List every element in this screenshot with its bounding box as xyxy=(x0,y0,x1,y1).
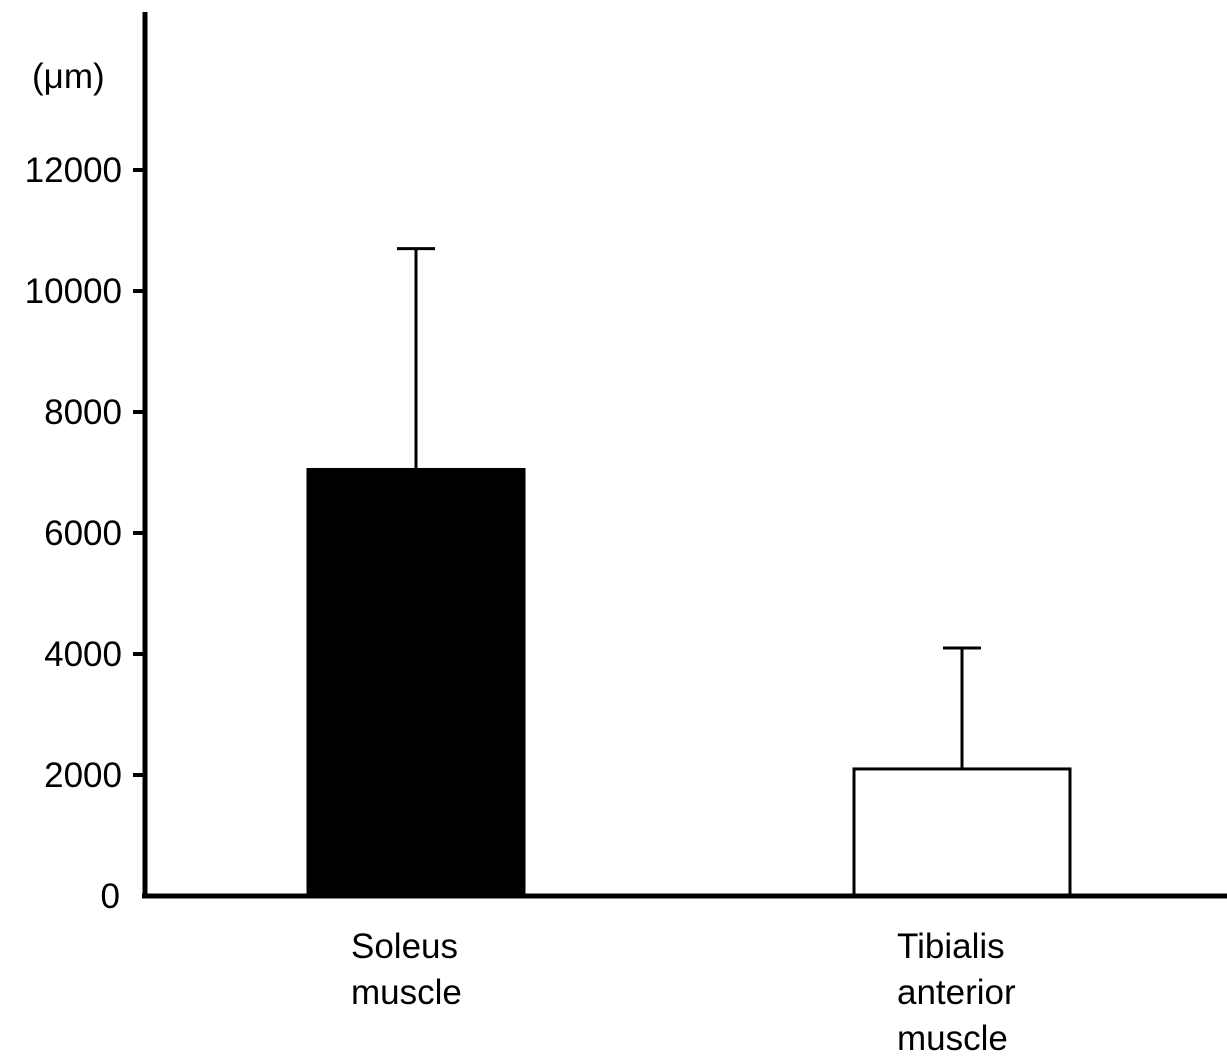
x-category-label: muscle xyxy=(897,1019,1008,1058)
y-tick-label: 10000 xyxy=(25,272,122,311)
bar-2 xyxy=(852,767,1072,898)
y-tick-label: 4000 xyxy=(44,635,122,674)
y-tick-label: 12000 xyxy=(25,151,122,190)
y-axis-ticks: 0 2000 4000 6000 8000 10000 12000 xyxy=(25,151,145,916)
x-axis-categories: Soleus muscle Tibialis anterior muscle xyxy=(351,927,1016,1058)
y-tick-label: 8000 xyxy=(44,393,122,432)
bars xyxy=(306,467,1072,898)
bar-1 xyxy=(306,467,526,898)
error-bars xyxy=(397,247,981,769)
y-axis-unit-label: (μm) xyxy=(32,57,105,96)
y-tick-label: 2000 xyxy=(44,756,122,795)
x-category-label: muscle xyxy=(351,973,462,1012)
x-category-label: anterior xyxy=(897,973,1016,1012)
x-category-label: Soleus xyxy=(351,927,458,966)
y-tick-label: 0 xyxy=(101,877,120,916)
x-category-label: Tibialis xyxy=(897,927,1005,966)
y-tick-label: 6000 xyxy=(44,514,122,553)
